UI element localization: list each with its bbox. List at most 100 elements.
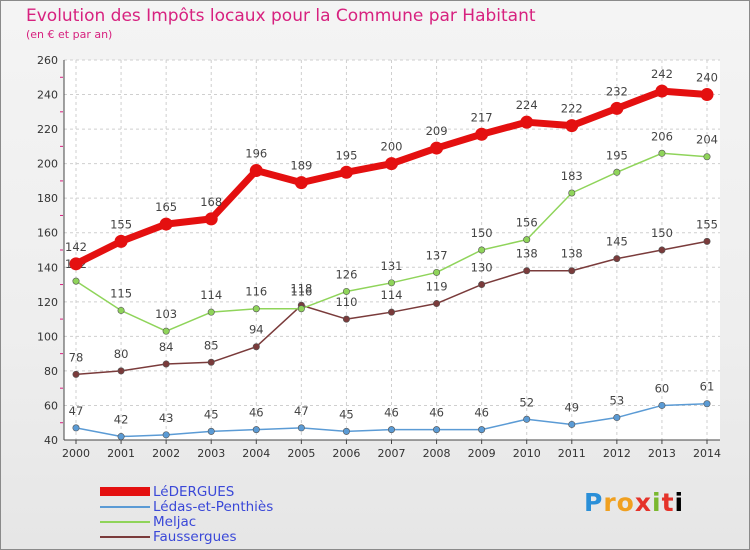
series-l-dergues: 142 155 165 168 196 189 195 200 209 217 224 222 232 2…: [65, 67, 718, 271]
data-label: 52: [519, 395, 534, 409]
proxiti-logo: Proxiti: [584, 488, 685, 517]
data-label: 183: [561, 169, 583, 183]
data-point: [204, 212, 218, 226]
legend-swatch: [100, 487, 150, 496]
data-point: [162, 431, 170, 439]
x-tick-label: 2000: [62, 447, 90, 460]
x-tick-label: 2003: [197, 447, 225, 460]
data-point: [568, 267, 576, 275]
x-tick-label: 2002: [152, 447, 180, 460]
y-tick-label: 60: [44, 399, 58, 412]
data-label: 209: [426, 124, 448, 138]
data-point: [658, 246, 666, 254]
data-label: 49: [564, 400, 579, 414]
x-tick-label: 2012: [603, 447, 631, 460]
data-label: 150: [651, 226, 673, 240]
data-label: 131: [381, 259, 403, 273]
data-point: [342, 427, 350, 435]
data-point: [430, 141, 444, 155]
data-label: 46: [249, 406, 264, 420]
data-label: 45: [204, 407, 219, 421]
series-l-das-et-penthi-s: 47 42 43 45 46 47 45 46 46 46 52 49 53 60 61: [69, 380, 714, 441]
chart-legend: LéDERGUES Lédas-et-Penthiès Meljac Fauss…: [100, 483, 274, 545]
x-tick-label: 2008: [423, 447, 451, 460]
data-label: 45: [339, 407, 354, 421]
data-label: 138: [516, 247, 538, 261]
legend-label: Meljac: [153, 513, 197, 530]
data-label: 126: [335, 267, 357, 281]
data-point: [703, 400, 711, 408]
data-point: [703, 237, 711, 245]
data-point: [523, 415, 531, 423]
data-label: 155: [110, 217, 132, 231]
x-tick-label: 2001: [107, 447, 135, 460]
data-point: [655, 84, 669, 98]
series-meljac: 1321151031141161161261311371501561831952…: [65, 129, 718, 335]
y-tick-label: 240: [37, 89, 58, 102]
data-label: 232: [606, 84, 628, 98]
data-label: 142: [65, 240, 87, 254]
data-label: 46: [429, 406, 444, 420]
y-tick-label: 220: [37, 123, 58, 136]
data-point: [162, 360, 170, 368]
legend-swatch: [100, 535, 150, 538]
data-label: 84: [159, 340, 174, 354]
data-label: 116: [290, 285, 312, 299]
y-tick-label: 180: [37, 192, 58, 205]
y-tick-label: 160: [37, 227, 58, 240]
data-point: [117, 306, 125, 314]
data-label: 115: [110, 286, 132, 300]
data-point: [703, 153, 711, 161]
data-point: [294, 176, 308, 190]
legend-item-faussergues: Faussergues: [100, 528, 273, 545]
series-faussergues: 78 80 84 85 94 118 110 114 119 130 138 138 145 150 155: [69, 217, 718, 378]
x-tick-label: 2011: [558, 447, 586, 460]
data-label: 196: [245, 147, 267, 161]
data-label: 46: [384, 406, 399, 420]
legend-label: Lédas-et-Penthiès: [153, 498, 274, 515]
data-label: 53: [610, 394, 625, 408]
x-tick-label: 2007: [378, 447, 406, 460]
data-label: 116: [245, 285, 267, 299]
data-point: [568, 420, 576, 428]
data-point: [252, 343, 260, 351]
data-point: [69, 257, 83, 271]
y-tick-label: 80: [44, 365, 58, 378]
plot-area: [64, 60, 720, 440]
legend-swatch: [100, 520, 150, 523]
data-label: 200: [381, 140, 403, 154]
y-tick-label: 120: [37, 296, 58, 309]
data-label: 165: [155, 200, 177, 214]
data-point: [478, 246, 486, 254]
x-tick-label: 2013: [648, 447, 676, 460]
data-label: 195: [335, 148, 357, 162]
data-point: [72, 424, 80, 432]
y-tick-label: 100: [37, 330, 58, 343]
data-label: 110: [335, 295, 357, 309]
data-point: [658, 149, 666, 157]
data-label: 114: [200, 288, 222, 302]
x-tick-label: 2014: [693, 447, 721, 460]
data-point: [252, 426, 260, 434]
data-point: [387, 279, 395, 287]
y-tick-label: 140: [37, 261, 58, 274]
legend-item-ledas-et-penthies: Lédas-et-Penthiès: [100, 498, 274, 515]
data-point: [342, 287, 350, 295]
data-label: 47: [294, 404, 309, 418]
chart-title: Evolution des Impôts locaux pour la Comm…: [26, 6, 536, 26]
y-tick-label: 200: [37, 158, 58, 171]
x-tick-label: 2004: [242, 447, 270, 460]
data-label: 130: [471, 261, 493, 275]
data-label: 155: [696, 217, 718, 231]
data-label: 195: [606, 148, 628, 162]
legend-label: LéDERGUES: [153, 483, 235, 500]
data-point: [252, 305, 260, 313]
data-label: 43: [159, 411, 174, 425]
y-tick-label: 260: [37, 54, 58, 67]
data-point: [297, 305, 305, 313]
data-label: 60: [655, 381, 670, 395]
data-point: [475, 127, 489, 141]
data-label: 222: [561, 102, 583, 116]
legend-label: Faussergues: [153, 528, 237, 545]
